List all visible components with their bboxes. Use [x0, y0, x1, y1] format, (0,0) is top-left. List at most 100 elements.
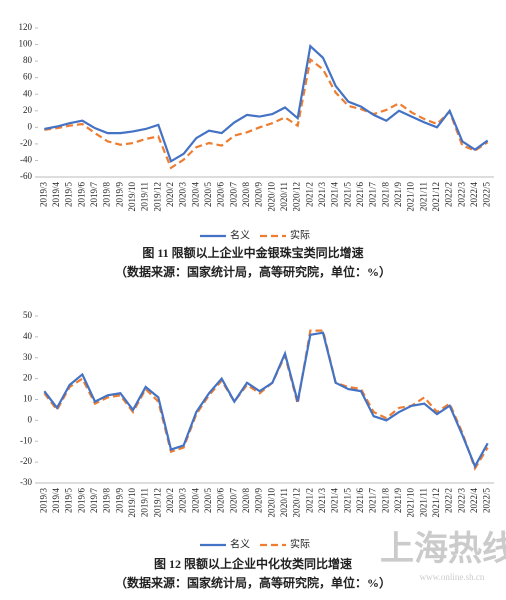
- y-tick-label: 120: [19, 22, 33, 32]
- x-tick-label: 2020/8: [241, 488, 251, 514]
- x-tick-label: 2021/6: [355, 488, 365, 514]
- x-tick-label: 2021/4: [330, 182, 340, 208]
- x-tick-label: 2020/12: [292, 182, 302, 212]
- y-tick-label: 100: [19, 39, 33, 49]
- x-tick-label: 2020/12: [292, 488, 302, 518]
- series-line: [44, 57, 489, 170]
- x-tick-label: 2021/10: [406, 182, 416, 212]
- x-tick-label: 2022/3: [456, 182, 466, 208]
- x-tick-label: 2021/12: [431, 182, 441, 212]
- x-tick-label: 2019/12: [152, 488, 162, 518]
- x-tick-label: 2020/2: [165, 488, 175, 513]
- x-tick-label: 2019/7: [89, 182, 99, 208]
- x-tick-label: 2020/2: [165, 182, 175, 207]
- x-tick-label: 2021/5: [342, 488, 352, 514]
- x-tick-label: 2021/11: [418, 488, 428, 517]
- x-tick-label: 2019/5: [64, 182, 74, 208]
- y-tick-label: -10: [20, 435, 32, 445]
- x-tick-label: 2019/10: [127, 488, 137, 518]
- x-tick-label: 2021/3: [317, 182, 327, 208]
- y-tick-label: 30: [23, 352, 33, 362]
- x-tick-label: 2019/7: [89, 488, 99, 514]
- x-tick-label: 2021/2: [304, 488, 314, 513]
- x-tick-label: 2020/6: [216, 182, 226, 208]
- figure-source: （数据来源：国家统计局，高等研究院，单位：%）: [115, 264, 391, 279]
- y-tick-label: 80: [23, 55, 33, 65]
- x-tick-label: 2019/4: [51, 488, 61, 514]
- x-tick-label: 2020/4: [190, 182, 200, 208]
- y-tick-label: 0: [28, 121, 33, 131]
- x-tick-label: 2021/7: [368, 488, 378, 514]
- legend-label: 实际: [290, 228, 310, 241]
- x-tick-label: 2021/8: [380, 488, 390, 514]
- y-tick-label: 10: [23, 394, 33, 404]
- y-tick-label: -40: [20, 155, 32, 165]
- legend-label: 名义: [230, 228, 250, 241]
- x-tick-label: 2020/5: [203, 488, 213, 514]
- y-tick-label: -20: [20, 456, 32, 466]
- y-tick-label: -20: [20, 138, 32, 148]
- x-tick-label: 2020/4: [190, 488, 200, 514]
- legend-label: 名义: [230, 537, 250, 550]
- y-tick-label: 20: [23, 105, 33, 115]
- figure-caption: 图 11 限额以上企业中金银珠宝类同比增速: [142, 245, 363, 260]
- y-tick-label: 60: [23, 72, 33, 82]
- series-line: [43, 331, 489, 469]
- figure-caption: 图 12 限额以上企业中化妆类同比增速: [154, 556, 352, 571]
- y-tick-label: -30: [20, 477, 32, 487]
- series-line: [43, 329, 489, 471]
- x-tick-label: 2021/2: [304, 182, 314, 207]
- x-tick-label: 2019/3: [38, 182, 48, 208]
- x-tick-label: 2019/5: [64, 488, 74, 514]
- x-tick-label: 2022/3: [456, 488, 466, 514]
- x-tick-label: 2019/8: [102, 182, 112, 208]
- x-tick-label: 2020/7: [228, 488, 238, 514]
- x-tick-label: 2020/10: [266, 182, 276, 212]
- x-tick-label: 2022/5: [482, 488, 492, 514]
- watermark: 上海热线: [380, 530, 506, 568]
- x-tick-label: 2020/7: [228, 182, 238, 208]
- x-tick-label: 2022/4: [469, 488, 479, 514]
- y-tick-label: 50: [23, 310, 33, 320]
- y-tick-label: 0: [28, 414, 33, 424]
- x-tick-label: 2019/6: [76, 488, 86, 514]
- x-tick-label: 2022/5: [482, 182, 492, 208]
- y-tick-label: 40: [23, 88, 33, 98]
- x-tick-label: 2020/3: [178, 488, 188, 514]
- y-tick-label: 40: [23, 331, 33, 341]
- x-tick-label: 2019/11: [140, 182, 150, 211]
- y-tick-label: -60: [20, 171, 32, 181]
- x-tick-label: 2021/9: [393, 488, 403, 514]
- x-tick-label: 2021/12: [431, 488, 441, 518]
- x-tick-label: 2021/11: [418, 182, 428, 211]
- x-tick-label: 2021/3: [317, 488, 327, 514]
- x-tick-label: 2019/10: [127, 182, 137, 212]
- x-tick-label: 2022/2: [444, 488, 454, 513]
- x-tick-label: 2021/10: [406, 488, 416, 518]
- x-tick-label: 2022/2: [444, 182, 454, 207]
- y-tick-label: 20: [23, 373, 33, 383]
- x-tick-label: 2021/7: [368, 182, 378, 208]
- series-line: [44, 44, 489, 163]
- x-tick-label: 2020/10: [266, 488, 276, 518]
- x-tick-label: 2021/9: [393, 182, 403, 208]
- x-tick-label: 2021/5: [342, 182, 352, 208]
- x-tick-label: 2020/6: [216, 488, 226, 514]
- x-tick-label: 2019/4: [51, 182, 61, 208]
- x-tick-label: 2020/11: [279, 488, 289, 517]
- x-tick-label: 2020/9: [254, 488, 264, 514]
- x-tick-label: 2019/9: [114, 182, 124, 208]
- x-tick-label: 2020/8: [241, 182, 251, 208]
- x-tick-label: 2020/3: [178, 182, 188, 208]
- figure-source: （数据来源：国家统计局，高等研究院，单位：%）: [115, 575, 391, 590]
- x-tick-label: 2019/11: [140, 488, 150, 517]
- x-tick-label: 2021/8: [380, 182, 390, 208]
- x-tick-label: 2020/5: [203, 182, 213, 208]
- x-tick-label: 2020/9: [254, 182, 264, 208]
- x-tick-label: 2022/4: [469, 182, 479, 208]
- x-tick-label: 2021/6: [355, 182, 365, 208]
- watermark-url: www.online.sh.cn: [420, 572, 485, 582]
- x-tick-label: 2019/6: [76, 182, 86, 208]
- x-tick-label: 2019/12: [152, 182, 162, 212]
